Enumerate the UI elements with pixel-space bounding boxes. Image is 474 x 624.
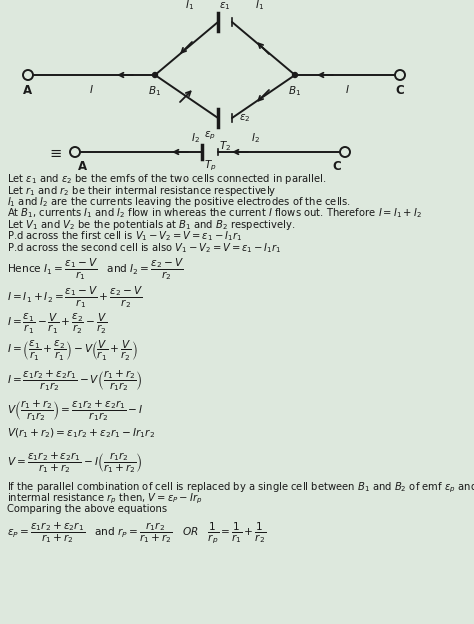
Text: A: A bbox=[78, 160, 88, 172]
Text: Comparing the above equations: Comparing the above equations bbox=[7, 504, 167, 514]
Text: $I = I_1 + I_2 = \dfrac{\varepsilon_1 - V}{r_1} + \dfrac{\varepsilon_2 - V}{r_2}: $I = I_1 + I_2 = \dfrac{\varepsilon_1 - … bbox=[7, 285, 143, 310]
Text: I: I bbox=[90, 85, 92, 95]
Circle shape bbox=[153, 72, 157, 77]
Text: At $B_1$, currents $I_1$ and $I_2$ flow in whereas the current $I$ flows out. Th: At $B_1$, currents $I_1$ and $I_2$ flow … bbox=[7, 207, 422, 220]
Text: P.d across the second cell is also $V_1 - V_2 = V = \varepsilon_1 - I_1r_1$: P.d across the second cell is also $V_1 … bbox=[7, 241, 282, 255]
Text: P.d across the first cell is $V_1 - V_2 = V = \varepsilon_1 - I_1r_1$: P.d across the first cell is $V_1 - V_2 … bbox=[7, 230, 242, 243]
Text: $I_2$: $I_2$ bbox=[251, 131, 259, 145]
Text: intermal resistance $r_p$ then, $V = \varepsilon_P - Ir_p$: intermal resistance $r_p$ then, $V = \va… bbox=[7, 492, 202, 507]
Text: If the parallel combination of cell is replaced by a single cell between $B_1$ a: If the parallel combination of cell is r… bbox=[7, 480, 474, 495]
Text: $I = \dfrac{\varepsilon_1}{r_1} - \dfrac{V}{r_1} + \dfrac{\varepsilon_2}{r_2} - : $I = \dfrac{\varepsilon_1}{r_1} - \dfrac… bbox=[7, 311, 108, 336]
Text: C: C bbox=[333, 160, 341, 172]
Text: $B_1$: $B_1$ bbox=[289, 84, 301, 98]
Text: C: C bbox=[396, 84, 404, 97]
Text: $\varepsilon_1$: $\varepsilon_1$ bbox=[219, 0, 231, 12]
Text: $\varepsilon_p$: $\varepsilon_p$ bbox=[204, 130, 216, 142]
Text: $B_1$: $B_1$ bbox=[148, 84, 162, 98]
Text: $I_1$: $I_1$ bbox=[255, 0, 264, 12]
Text: $V(r_1 + r_2) = \varepsilon_1 r_2 + \varepsilon_2 r_1 - Ir_1 r_2$: $V(r_1 + r_2) = \varepsilon_1 r_2 + \var… bbox=[7, 426, 155, 440]
Text: Let $V_1$ and $V_2$ be the potentials at $B_1$ and $B_2$ respectively.: Let $V_1$ and $V_2$ be the potentials at… bbox=[7, 218, 295, 232]
Text: I: I bbox=[346, 85, 348, 95]
Text: Hence $I_1 = \dfrac{\varepsilon_1 - V}{r_1}$   and $I_2 = \dfrac{\varepsilon_2 -: Hence $I_1 = \dfrac{\varepsilon_1 - V}{r… bbox=[7, 256, 184, 283]
Text: $I_1$: $I_1$ bbox=[185, 0, 194, 12]
Text: $V = \dfrac{\varepsilon_1 r_2 + \varepsilon_2 r_1}{r_1 + r_2} - I\left(\dfrac{r_: $V = \dfrac{\varepsilon_1 r_2 + \varepsi… bbox=[7, 451, 143, 475]
Text: $\equiv$: $\equiv$ bbox=[47, 145, 63, 160]
Circle shape bbox=[292, 72, 298, 77]
Text: $\varepsilon_2$: $\varepsilon_2$ bbox=[239, 112, 251, 124]
Text: Let $r_1$ and $r_2$ be their intermal resistance respectively: Let $r_1$ and $r_2$ be their intermal re… bbox=[7, 183, 276, 198]
Text: $I_2$: $I_2$ bbox=[191, 131, 200, 145]
Text: $T_p$: $T_p$ bbox=[204, 158, 216, 173]
Text: Let $\varepsilon_1$ and $\varepsilon_2$ be the emfs of the two cells connected i: Let $\varepsilon_1$ and $\varepsilon_2$ … bbox=[7, 172, 326, 186]
Text: $I = \left(\dfrac{\varepsilon_1}{r_1} + \dfrac{\varepsilon_2}{r_1}\right) - V\le: $I = \left(\dfrac{\varepsilon_1}{r_1} + … bbox=[7, 338, 137, 363]
Text: $I_1$ and $I_2$ are the currents leaving the positive electrodes of the cells.: $I_1$ and $I_2$ are the currents leaving… bbox=[7, 195, 351, 209]
Text: $\varepsilon_P = \dfrac{\varepsilon_1 r_2 + \varepsilon_2 r_1}{r_1 + r_2}$   and: $\varepsilon_P = \dfrac{\varepsilon_1 r_… bbox=[7, 521, 266, 547]
Text: $V\left(\dfrac{r_1 + r_2}{r_1 r_2}\right) = \dfrac{\varepsilon_1 r_2 + \varepsil: $V\left(\dfrac{r_1 + r_2}{r_1 r_2}\right… bbox=[7, 399, 144, 424]
Text: $T_2$: $T_2$ bbox=[219, 139, 231, 153]
Text: $I = \dfrac{\varepsilon_1 r_2 + \varepsilon_2 r_1}{r_1 r_2} - V\left(\dfrac{r_1 : $I = \dfrac{\varepsilon_1 r_2 + \varepsi… bbox=[7, 369, 143, 393]
Text: A: A bbox=[23, 84, 33, 97]
